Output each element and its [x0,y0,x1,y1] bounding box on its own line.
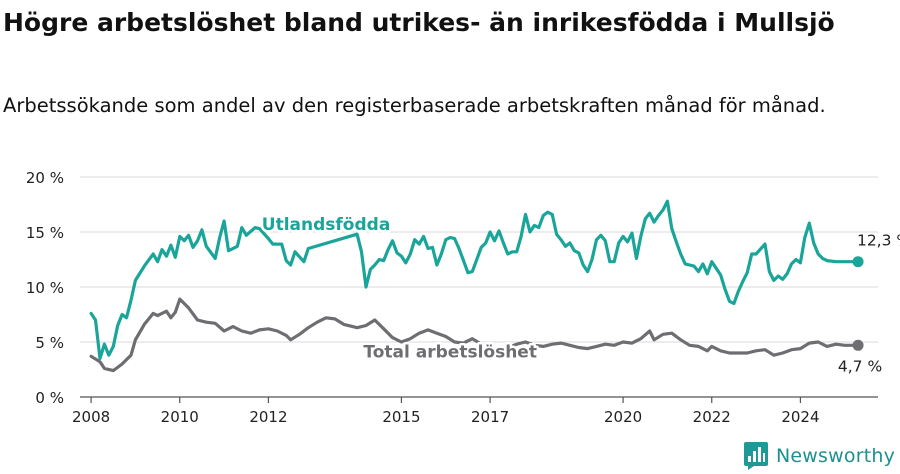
x-tick-label: 2010 [161,408,199,426]
brand-logo: Newsworthy [744,440,895,472]
series-label-utlandsfodda: Utlandsfödda [262,215,391,235]
grid-lines [80,176,878,343]
x-tick-label: 2020 [604,408,642,426]
series-label-total: Total arbetslöshet [363,342,537,362]
newsworthy-logo-icon [744,442,768,470]
y-tick-label: 15 % [26,224,64,242]
chart-subtitle: Arbetssökande som andel av den registerb… [3,94,826,117]
x-tick-label: 2024 [781,408,819,426]
series-line-total [89,297,860,373]
x-axis: 2008 2010 2012 2015 2017 2020 2022 2024 [72,396,878,426]
end-label-total: 4,7 % [838,357,882,375]
x-tick-label: 2012 [249,408,287,426]
series-end-point [852,339,864,351]
x-tick-label: 2015 [382,408,420,426]
x-tick-label: 2022 [693,408,731,426]
y-axis: 0 % 5 % 10 % 15 % 20 % [26,169,64,407]
y-tick-label: 20 % [26,169,64,187]
x-tick-label: 2017 [471,408,509,426]
y-tick-label: 10 % [26,279,64,297]
annotation-group: Utlandsfödda Total arbetslöshet 12,3 % 4,7 … [259,212,900,377]
series-group [89,199,864,373]
chart-title: Högre arbetslöshet bland utrikes- än inr… [3,8,835,37]
series-line-utlandsfodda [89,199,860,361]
y-tick-label: 5 % [35,334,64,352]
end-label-utlandsfodda: 12,3 % [857,232,900,250]
x-tick-label: 2008 [72,408,110,426]
brand-name: Newsworthy [776,445,896,467]
series-end-point [852,256,864,268]
y-tick-label: 0 % [35,389,64,407]
